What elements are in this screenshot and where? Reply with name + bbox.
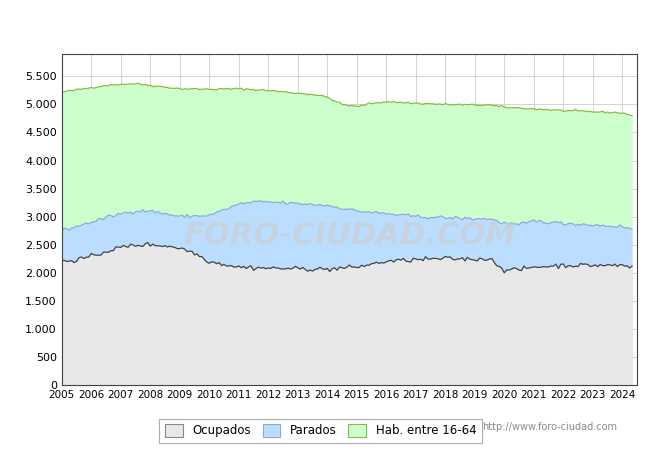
Legend: Ocupados, Parados, Hab. entre 16-64: Ocupados, Parados, Hab. entre 16-64 [159,418,482,443]
Text: http://www.foro-ciudad.com: http://www.foro-ciudad.com [482,422,618,432]
Text: Azuaga - Evolucion de la poblacion en edad de Trabajar Mayo de 2024: Azuaga - Evolucion de la poblacion en ed… [36,16,614,31]
Text: FORO-CIUDAD.COM: FORO-CIUDAD.COM [183,221,515,250]
